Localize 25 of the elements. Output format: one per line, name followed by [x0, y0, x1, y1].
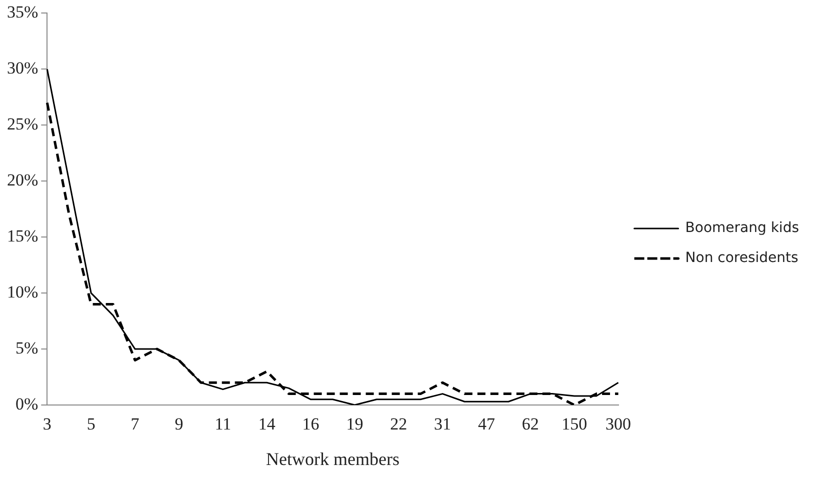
y-tick-label: 25%: [6, 114, 38, 134]
x-tick-label: 11: [214, 414, 232, 434]
y-tick-label: 35%: [6, 2, 38, 22]
x-tick-label: 31: [434, 414, 452, 434]
y-tick-label: 15%: [6, 226, 38, 246]
x-tick-label: 300: [606, 414, 632, 434]
x-tick-label: 5: [86, 414, 96, 434]
y-tick-label: 20%: [6, 170, 38, 190]
y-tick-label: 0%: [15, 394, 38, 414]
x-tick-label: 22: [390, 414, 408, 434]
x-tick-label: 3: [42, 414, 52, 434]
x-axis-title: Network members: [266, 448, 400, 469]
x-tick-label: 150: [562, 414, 588, 434]
x-tick-label: 47: [478, 414, 496, 434]
legend-label: Boomerang kids: [685, 220, 800, 236]
y-tick-label: 5%: [15, 338, 38, 358]
x-tick-label: 7: [130, 414, 140, 434]
legend-label: Non coresidents: [685, 250, 798, 266]
y-tick-label: 10%: [6, 282, 38, 302]
x-tick-label: 9: [174, 414, 184, 434]
x-tick-label: 14: [258, 414, 276, 434]
x-tick-label: 19: [346, 414, 364, 434]
x-tick-label: 62: [522, 414, 539, 434]
x-tick-label: 16: [302, 414, 320, 434]
y-tick-label: 30%: [6, 58, 38, 78]
